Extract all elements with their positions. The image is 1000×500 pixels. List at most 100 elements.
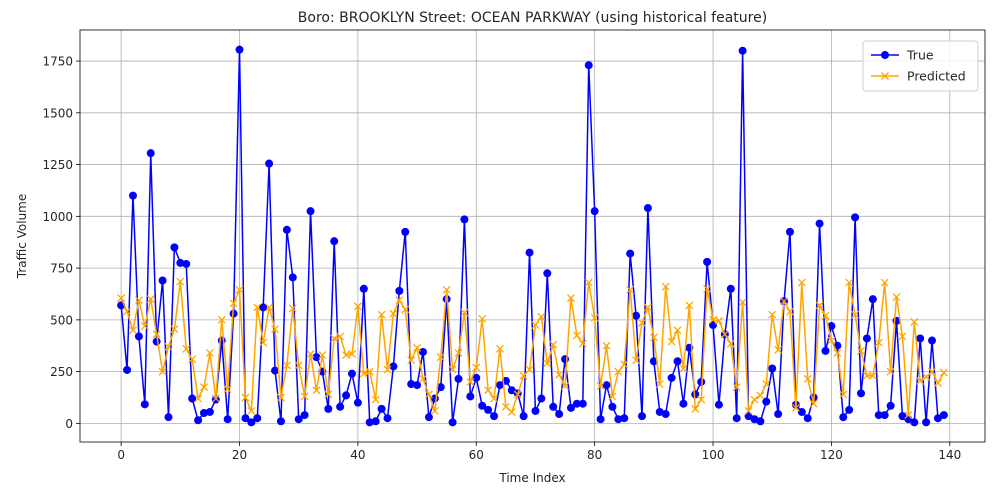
x-tick-label: 100 xyxy=(702,448,725,462)
data-point-predicted xyxy=(561,382,570,391)
data-point-true xyxy=(146,149,155,158)
legend-entry-true: True xyxy=(871,48,934,63)
data-point-predicted xyxy=(691,404,700,413)
data-point-predicted xyxy=(845,278,854,287)
data-point-true xyxy=(276,417,285,426)
data-point-predicted xyxy=(478,314,487,323)
data-point-predicted xyxy=(200,383,208,392)
data-point-true xyxy=(460,215,469,224)
data-point-predicted xyxy=(608,392,617,401)
data-point-predicted xyxy=(194,394,203,403)
data-point-predicted xyxy=(430,406,439,415)
data-point-true xyxy=(762,397,771,406)
data-point-predicted xyxy=(827,336,836,345)
data-point-true xyxy=(170,243,179,252)
data-point-predicted xyxy=(744,406,753,415)
data-point-predicted xyxy=(821,311,830,320)
data-point-true xyxy=(448,418,457,427)
y-tick-label: 1000 xyxy=(42,210,73,224)
data-point-predicted xyxy=(555,370,564,379)
data-point-true xyxy=(939,411,948,420)
data-point-true xyxy=(395,286,404,295)
y-tick-label: 500 xyxy=(50,313,73,327)
data-point-predicted xyxy=(419,374,427,383)
data-point-true xyxy=(401,227,410,236)
x-tick-label: 140 xyxy=(938,448,961,462)
data-point-predicted xyxy=(638,318,646,327)
data-point-true xyxy=(383,414,392,423)
data-point-true xyxy=(649,357,658,366)
data-point-true xyxy=(815,219,824,228)
legend-label: Predicted xyxy=(907,69,966,84)
data-point-true xyxy=(661,410,670,419)
y-tick-label: 1250 xyxy=(42,158,73,172)
series-predicted xyxy=(117,277,948,420)
data-point-predicted xyxy=(359,369,368,378)
data-point-predicted xyxy=(525,365,534,374)
data-point-predicted xyxy=(466,378,475,386)
data-point-true xyxy=(756,417,765,426)
data-point-true xyxy=(643,204,652,213)
data-point-predicted xyxy=(537,312,546,321)
legend: True Predicted xyxy=(862,40,979,92)
data-point-predicted xyxy=(939,368,948,377)
data-point-predicted xyxy=(235,285,244,294)
data-point-predicted xyxy=(857,346,865,355)
data-point-predicted xyxy=(377,310,386,319)
data-point-predicted xyxy=(158,367,167,376)
data-point-predicted xyxy=(454,349,463,357)
data-point-predicted xyxy=(874,338,883,347)
data-point-predicted xyxy=(413,343,422,352)
data-point-true xyxy=(880,411,889,420)
data-point-true xyxy=(265,159,274,168)
data-point-true xyxy=(211,395,220,404)
data-point-true xyxy=(347,369,356,378)
data-point-true xyxy=(271,366,280,375)
data-point-true xyxy=(288,273,297,282)
data-point-true xyxy=(555,410,564,419)
data-point-predicted xyxy=(649,333,658,342)
data-point-true xyxy=(353,398,362,407)
data-point-predicted xyxy=(182,344,191,353)
data-point-true xyxy=(359,284,368,293)
data-point-predicted xyxy=(424,390,433,399)
axis-ticks: 0 20 40 60 80 100 120 140 0 250 500 750 1000 1250 1500… xyxy=(42,55,961,462)
data-point-predicted xyxy=(211,394,220,403)
data-point-predicted xyxy=(791,403,800,412)
data-point-true xyxy=(584,61,593,70)
data-point-predicted xyxy=(353,302,362,311)
data-point-true xyxy=(691,390,700,399)
data-point-true xyxy=(205,407,214,416)
data-point-predicted xyxy=(241,393,250,402)
data-point-predicted xyxy=(839,390,848,399)
data-point-predicted xyxy=(809,399,818,408)
data-point-predicted xyxy=(371,395,380,404)
data-point-predicted xyxy=(306,350,315,358)
data-point-true xyxy=(910,418,919,427)
data-point-true xyxy=(839,413,848,422)
data-point-predicted xyxy=(904,411,913,420)
x-tick-label: 40 xyxy=(350,448,365,462)
data-point-true xyxy=(454,374,463,383)
x-tick-label: 120 xyxy=(820,448,843,462)
y-tick-label: 0 xyxy=(65,417,73,431)
data-point-predicted xyxy=(229,299,238,308)
data-point-predicted xyxy=(188,355,197,364)
data-point-predicted xyxy=(247,406,256,415)
data-point-predicted xyxy=(129,326,137,335)
data-point-true xyxy=(803,414,812,423)
data-point-predicted xyxy=(679,364,688,373)
data-point-predicted xyxy=(880,278,889,287)
data-point-true xyxy=(549,402,558,411)
data-point-true xyxy=(726,284,735,293)
data-point-true xyxy=(200,409,209,418)
data-point-true xyxy=(413,381,422,390)
data-point-predicted xyxy=(868,371,877,380)
data-point-predicted xyxy=(886,367,895,376)
legend-marker xyxy=(881,72,889,80)
data-point-predicted xyxy=(294,361,303,370)
data-point-predicted xyxy=(436,353,445,362)
data-point-predicted xyxy=(348,350,356,358)
data-point-predicted xyxy=(389,309,398,318)
